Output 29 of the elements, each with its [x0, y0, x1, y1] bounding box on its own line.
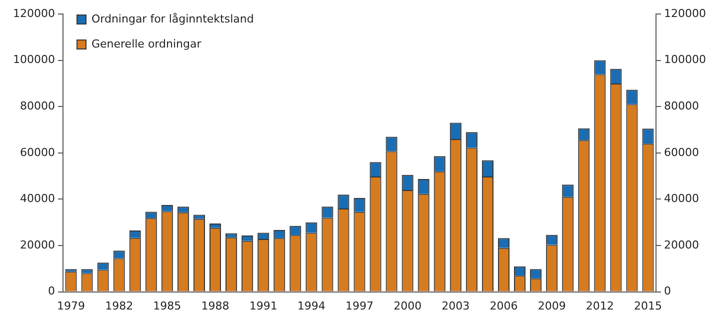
x-tick-label: 1997 [346, 299, 374, 312]
x-tick-label: 2000 [394, 299, 422, 312]
y2-tick-label: 40000 [664, 192, 700, 206]
y2-tick-label: 120000 [664, 6, 706, 20]
y-tick-label: 20000 [20, 238, 55, 252]
legend-label: Generelle ordningar [91, 37, 202, 50]
y2-tick-label: 60000 [664, 146, 700, 159]
x-tick-label: 2006 [490, 299, 518, 312]
x-tick-label: 1982 [105, 299, 134, 312]
x-tick-label: 1991 [249, 299, 278, 312]
y-tick-label: 100000 [12, 53, 55, 66]
x-tick-label: 1985 [153, 299, 182, 312]
legend-label: Ordningar for låginntektsland [91, 12, 254, 26]
y-tick-label: 40000 [20, 192, 55, 206]
x-tick-label: 1988 [201, 299, 230, 312]
y-tick-label: 120000 [12, 6, 55, 20]
y-tick-label: 0 [48, 284, 55, 298]
x-tick-label: 2003 [442, 299, 470, 312]
x-tick-label: 1994 [297, 299, 326, 312]
x-tick-label: 2012 [586, 299, 614, 312]
x-tick-label: 1979 [57, 299, 86, 312]
y2-tick-label: 80000 [664, 99, 700, 112]
x-tick-label: 2009 [538, 299, 566, 312]
y2-tick-label: 0 [664, 284, 672, 298]
y-tick-label: 80000 [20, 99, 55, 112]
x-tick-label: 2015 [634, 299, 662, 312]
y2-tick-label: 100000 [664, 53, 706, 66]
y2-tick-label: 20000 [664, 238, 700, 252]
y-tick-label: 60000 [20, 146, 55, 159]
